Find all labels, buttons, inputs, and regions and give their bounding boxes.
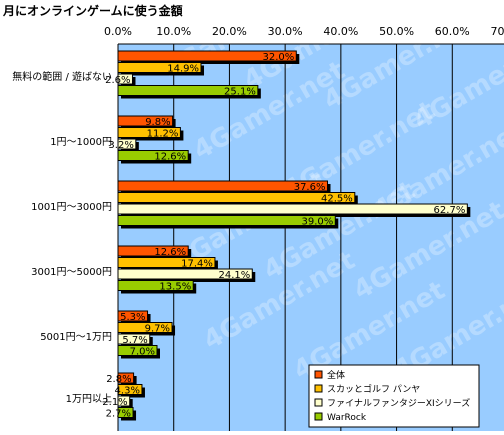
bar-value-label: 17.4% (181, 259, 213, 270)
legend (308, 364, 480, 428)
chart-title: 月にオンラインゲームに使う金額 (3, 4, 183, 18)
bar-value-label: 12.6% (154, 247, 186, 258)
x-tick-label: 10.0% (156, 25, 191, 38)
bar-value-label: 24.1% (218, 270, 250, 281)
category-label: 1円～1000円 (50, 137, 112, 148)
bar-value-label: 9.7% (145, 324, 170, 335)
x-tick-label: 40.0% (323, 25, 358, 38)
bar-value-label: 3.2% (108, 140, 133, 151)
bar (117, 192, 356, 203)
x-tick-label: 20.0% (212, 25, 247, 38)
legend-swatch (314, 398, 323, 407)
bar-value-label: 37.6% (294, 182, 326, 193)
legend-label: WarRock (327, 413, 367, 423)
legend-swatch (314, 384, 323, 393)
bar-value-label: 5.3% (120, 312, 145, 323)
bar-value-label: 5.7% (122, 335, 147, 346)
bar-value-label: 25.1% (224, 87, 256, 98)
bar-value-label: 12.6% (154, 152, 186, 163)
category-label: 1001円～3000円 (31, 202, 112, 213)
bar-value-label: 39.0% (302, 217, 334, 228)
bar-value-label: 9.8% (145, 117, 170, 128)
bar-value-label: 32.0% (263, 52, 295, 63)
x-tick-label: 30.0% (268, 25, 303, 38)
bar-value-label: 7.0% (130, 347, 155, 358)
bar-value-label: 2.8% (106, 374, 131, 385)
bar-value-label: 42.5% (321, 194, 353, 205)
legend-swatch (314, 370, 323, 379)
category-label: 3001円～5000円 (31, 267, 112, 278)
bar (117, 203, 468, 215)
bar-value-label: 11.2% (147, 129, 179, 140)
bar-value-label: 62.7% (434, 205, 466, 216)
bar-value-label: 4.3% (115, 386, 140, 397)
x-tick-label: 70.0% (491, 25, 504, 38)
category-label: 1万円以上 (66, 393, 112, 405)
legend-label: スカッとゴルフ パンヤ (327, 383, 420, 395)
category-label: 5001円～1万円 (40, 332, 112, 343)
x-tick-label: 60.0% (435, 25, 470, 38)
legend-label: ファイナルファンタジーXIシリーズ (327, 397, 470, 409)
legend-label: 全体 (327, 369, 345, 381)
x-tick-label: 50.0% (379, 25, 414, 38)
x-tick-label: 0.0% (104, 25, 132, 38)
legend-swatch (314, 412, 323, 421)
bar-value-label: 13.5% (159, 282, 191, 293)
bar-value-label: 14.9% (167, 64, 199, 75)
category-label: 無料の範囲 / 遊ばない (12, 70, 112, 83)
bar-value-label: 2.1% (102, 397, 127, 408)
